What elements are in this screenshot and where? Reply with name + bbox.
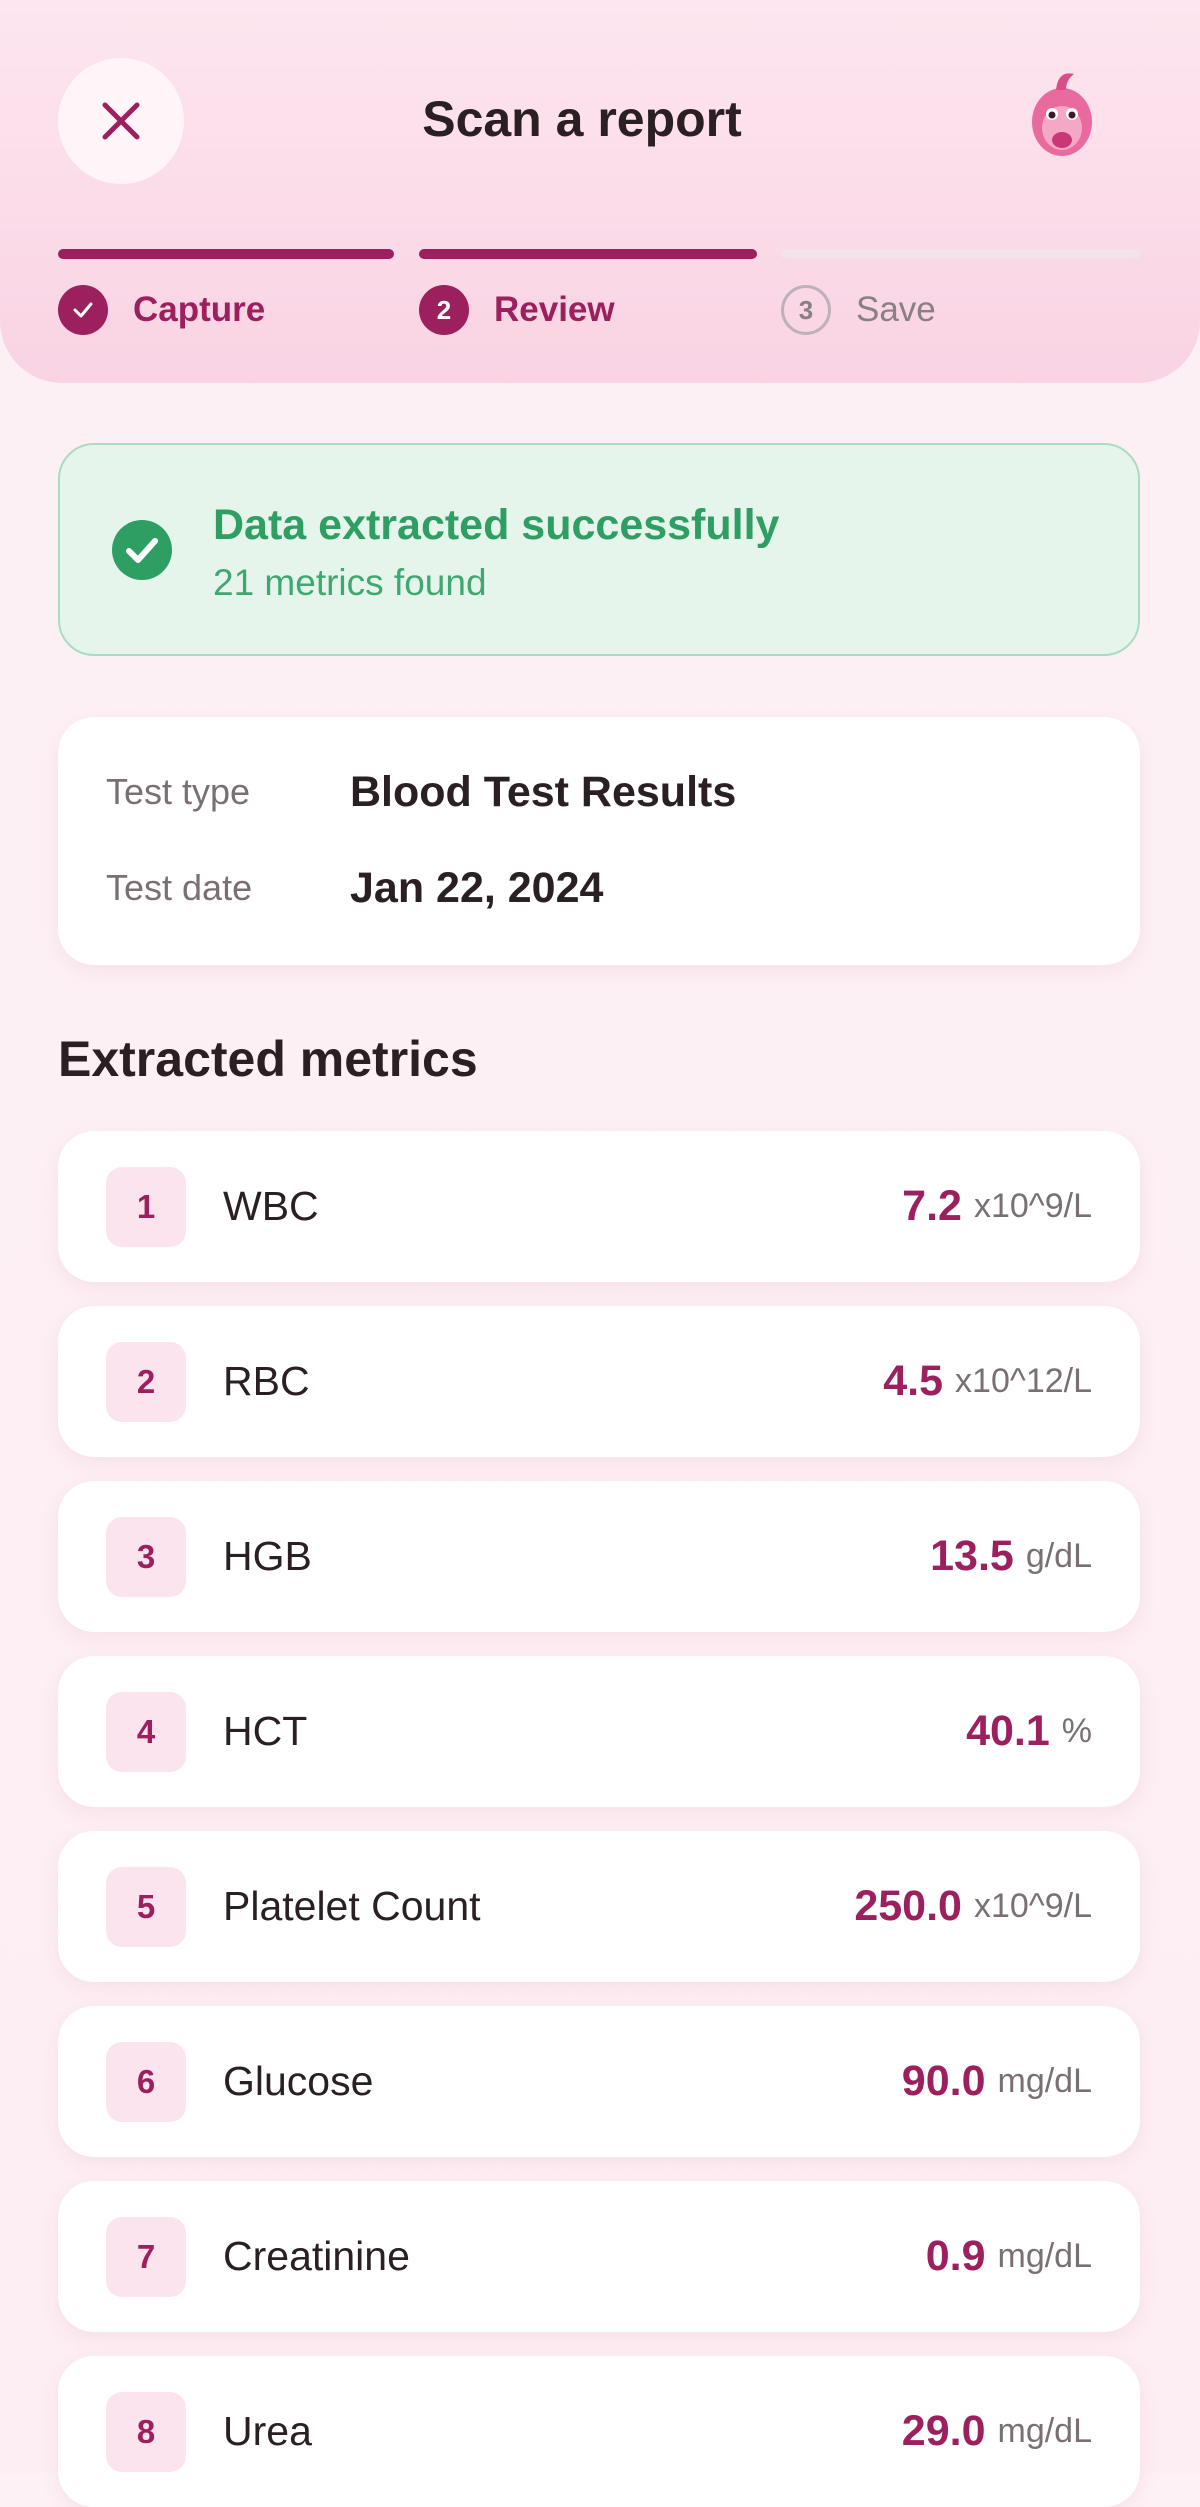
metric-index: 3 xyxy=(106,1516,186,1597)
header: Scan a report Capture 2 Review 3 Save xyxy=(0,0,1200,383)
metric-unit: x10^12/L xyxy=(955,1362,1092,1400)
metric-name: WBC xyxy=(223,1183,319,1229)
step: 2 Review xyxy=(419,282,615,338)
metric-row[interactable]: 3 HGB 13.5 g/dL xyxy=(58,1481,1140,1632)
close-button[interactable] xyxy=(58,58,184,184)
mascot xyxy=(1032,73,1092,156)
metric-value: 90.0 xyxy=(901,2057,986,2105)
metric-row[interactable]: 4 HCT 40.1% xyxy=(58,1656,1140,1807)
metric-name: HGB xyxy=(223,1533,312,1579)
metric-unit: mg/dL xyxy=(997,2237,1093,2275)
metric-index: 8 xyxy=(106,2391,186,2472)
info-value: Jan 22, 2024 xyxy=(350,864,604,912)
close-icon xyxy=(102,102,140,140)
step-number: 3 xyxy=(781,285,831,335)
metric-row[interactable]: 1 WBC 7.2 x10^9/L xyxy=(58,1131,1140,1282)
metric-index: 5 xyxy=(106,1866,186,1947)
metric-index: 4 xyxy=(106,1691,186,1772)
step-number: 2 xyxy=(419,285,469,335)
metric-row[interactable]: 8 Urea 29.0 mg/dL xyxy=(58,2356,1140,2507)
step-check xyxy=(58,285,108,335)
metric-row[interactable]: 2 RBC 4.5 x10^12/L xyxy=(58,1306,1140,1457)
metric-value: 4.5 xyxy=(883,1357,944,1405)
banner-subtitle: 21 metrics found xyxy=(213,562,487,603)
page-title: Scan a report xyxy=(422,91,742,147)
metric-index: 1 xyxy=(106,1166,186,1247)
metric-value: 40.1 xyxy=(966,1707,1050,1755)
check-icon xyxy=(73,302,93,318)
metric-unit: g/dL xyxy=(1025,1537,1092,1575)
metric-value: 250.0 xyxy=(854,1882,962,1930)
metric-row[interactable]: 6 Glucose 90.0 mg/dL xyxy=(58,2006,1140,2157)
metric-name: Urea xyxy=(223,2408,312,2454)
progress-segment xyxy=(419,249,757,259)
step-label: Capture xyxy=(133,290,266,329)
success-banner: Data extracted successfully 21 metrics f… xyxy=(58,443,1140,656)
metric-row[interactable]: 5 Platelet Count 250.0 x10^9/L xyxy=(58,1831,1140,1982)
metric-index: 6 xyxy=(106,2041,186,2122)
info-label: Test date xyxy=(106,867,253,908)
metric-unit: mg/dL xyxy=(997,2062,1093,2100)
banner-title: Data extracted successfully xyxy=(213,501,780,549)
section-title: Extracted metrics xyxy=(58,1031,478,1087)
step-label: Review xyxy=(494,290,615,329)
step: Capture xyxy=(58,282,265,338)
metric-value: 7.2 xyxy=(902,1182,962,1230)
metric-value: 29.0 xyxy=(901,2407,986,2455)
metric-unit: mg/dL xyxy=(997,2412,1093,2450)
progress-segment xyxy=(781,249,1140,259)
metric-unit: x10^9/L xyxy=(973,1187,1092,1225)
metric-name: Glucose xyxy=(223,2058,374,2104)
metric-name: Creatinine xyxy=(223,2233,410,2279)
metric-value: 0.9 xyxy=(925,2232,986,2280)
metric-name: HCT xyxy=(223,1708,308,1754)
progress-segment xyxy=(58,249,394,259)
metric-name: Platelet Count xyxy=(223,1883,481,1929)
metric-index: 2 xyxy=(106,1341,186,1422)
metric-name: RBC xyxy=(223,1358,310,1404)
info-value: Blood Test Results xyxy=(350,768,737,816)
step: 3 Save xyxy=(781,282,936,338)
metric-unit: % xyxy=(1061,1712,1092,1750)
success-icon xyxy=(112,520,172,580)
step-label: Save xyxy=(856,290,936,329)
metric-row[interactable]: 7 Creatinine 0.9 mg/dL xyxy=(58,2181,1140,2332)
test-info-card: Test type Blood Test Results Test date J… xyxy=(58,717,1140,965)
metric-value: 13.5 xyxy=(930,1532,1014,1580)
metric-index: 7 xyxy=(106,2216,186,2297)
info-label: Test type xyxy=(106,771,251,812)
metric-unit: x10^9/L xyxy=(973,1887,1092,1925)
